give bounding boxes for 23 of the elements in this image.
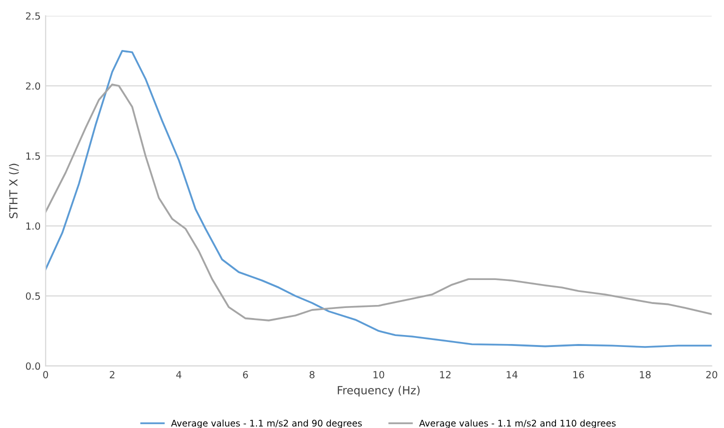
line-series (46, 84, 712, 322)
x-tick-label: 10 (374, 370, 384, 378)
x-tick-label: 20 (706, 370, 718, 378)
legend-label: Average values - 1.1 m/s2 and 110 degrees (419, 420, 616, 428)
y-tick-label: 2.5 (26, 12, 40, 20)
y-tick-label: 0.5 (26, 292, 40, 300)
x-tick-label: 8 (310, 370, 314, 378)
y-axis-title: STHT X (/) (8, 164, 19, 218)
y-tick-label: 1.0 (26, 222, 40, 230)
legend-label: Average values - 1.1 m/s2 and 90 degrees (171, 420, 362, 428)
x-tick-label: 14 (506, 371, 518, 378)
x-tick-label: 0 (43, 370, 48, 378)
x-tick-label: 18 (640, 370, 651, 378)
y-tick-label: 2.0 (26, 82, 40, 90)
x-tick-label: 4 (176, 371, 182, 378)
x-tick-label: 6 (243, 370, 248, 378)
line-series (46, 50, 712, 348)
x-tick-label: 2 (110, 370, 114, 378)
y-tick-label: 0.0 (26, 362, 40, 370)
x-tick-label: 16 (573, 370, 584, 378)
x-tick-label: 12 (440, 370, 450, 378)
y-tick-label: 1.5 (26, 152, 40, 160)
x-axis-title: Frequency (Hz) (338, 386, 420, 397)
